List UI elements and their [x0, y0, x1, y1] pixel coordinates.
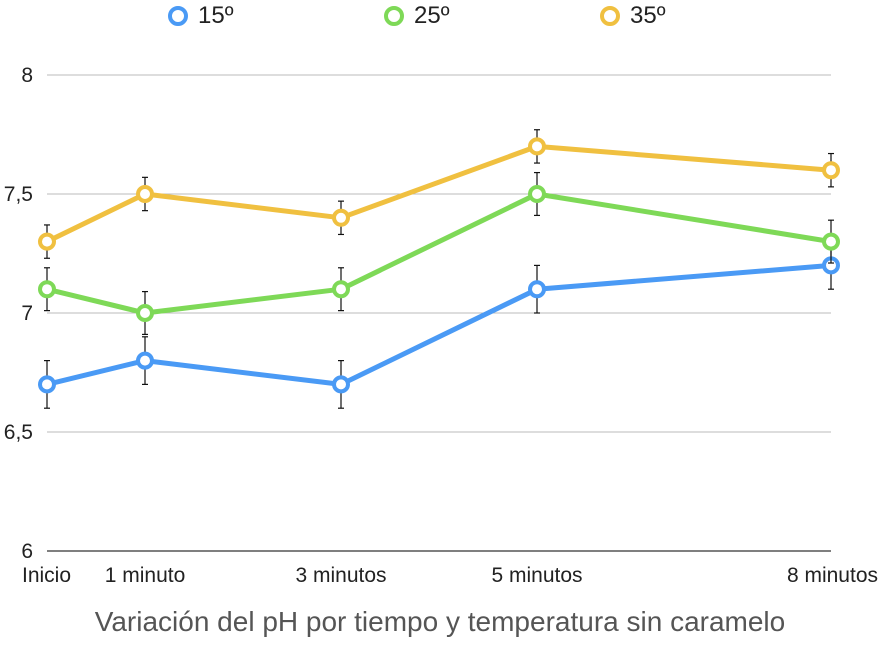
data-point — [38, 280, 56, 299]
series-layer — [38, 129, 840, 409]
legend-marker-15 — [168, 6, 188, 26]
x-tick-label: 5 minutos — [491, 564, 582, 587]
y-tick-label: 8 — [21, 64, 33, 87]
legend-label-15: 15º — [198, 2, 234, 29]
gridlines — [47, 74, 831, 552]
x-tick-label: 3 minutos — [295, 564, 386, 587]
data-point — [528, 137, 546, 156]
data-point — [332, 375, 350, 394]
y-tick-label: 7 — [21, 302, 33, 325]
data-point — [822, 161, 840, 180]
legend-marker-35 — [600, 6, 620, 26]
data-point — [528, 280, 546, 299]
series-1 — [38, 171, 840, 336]
x-tick-label: 1 minuto — [105, 564, 186, 587]
y-tick-label: 6,5 — [4, 421, 33, 444]
series-line — [46, 262, 832, 387]
data-point — [528, 185, 546, 203]
series-line — [46, 191, 832, 316]
legend-label-35: 35º — [630, 2, 666, 29]
data-point — [822, 232, 840, 251]
legend-item-35: 35º — [600, 2, 665, 30]
y-tick-label: 7,5 — [4, 183, 33, 206]
legend-item-25: 25º — [384, 2, 449, 30]
data-point — [136, 185, 154, 203]
series-0 — [38, 241, 840, 409]
series-2 — [38, 129, 840, 259]
x-tick-label: 8 minutos — [787, 564, 878, 587]
data-point — [38, 375, 56, 394]
data-point — [332, 208, 350, 227]
data-point — [332, 280, 350, 299]
legend-item-15: 15º — [168, 2, 233, 30]
data-point — [38, 232, 56, 251]
data-point — [136, 351, 154, 370]
legend-marker-25 — [384, 6, 404, 26]
y-axis-ticks: 6 6,5 7 7,5 8 — [4, 64, 33, 563]
chart-legend: 15º 25º 35º — [0, 0, 880, 36]
legend-label-25: 25º — [414, 2, 450, 29]
y-tick-label: 6 — [21, 540, 33, 563]
x-tick-label: Inicio — [22, 564, 71, 587]
chart-caption: Variación del pH por tiempo y temperatur… — [94, 606, 786, 637]
x-axis-ticks: Inicio 1 minuto 3 minutos 5 minutos 8 minuto… — [22, 564, 878, 587]
data-point — [136, 304, 154, 322]
